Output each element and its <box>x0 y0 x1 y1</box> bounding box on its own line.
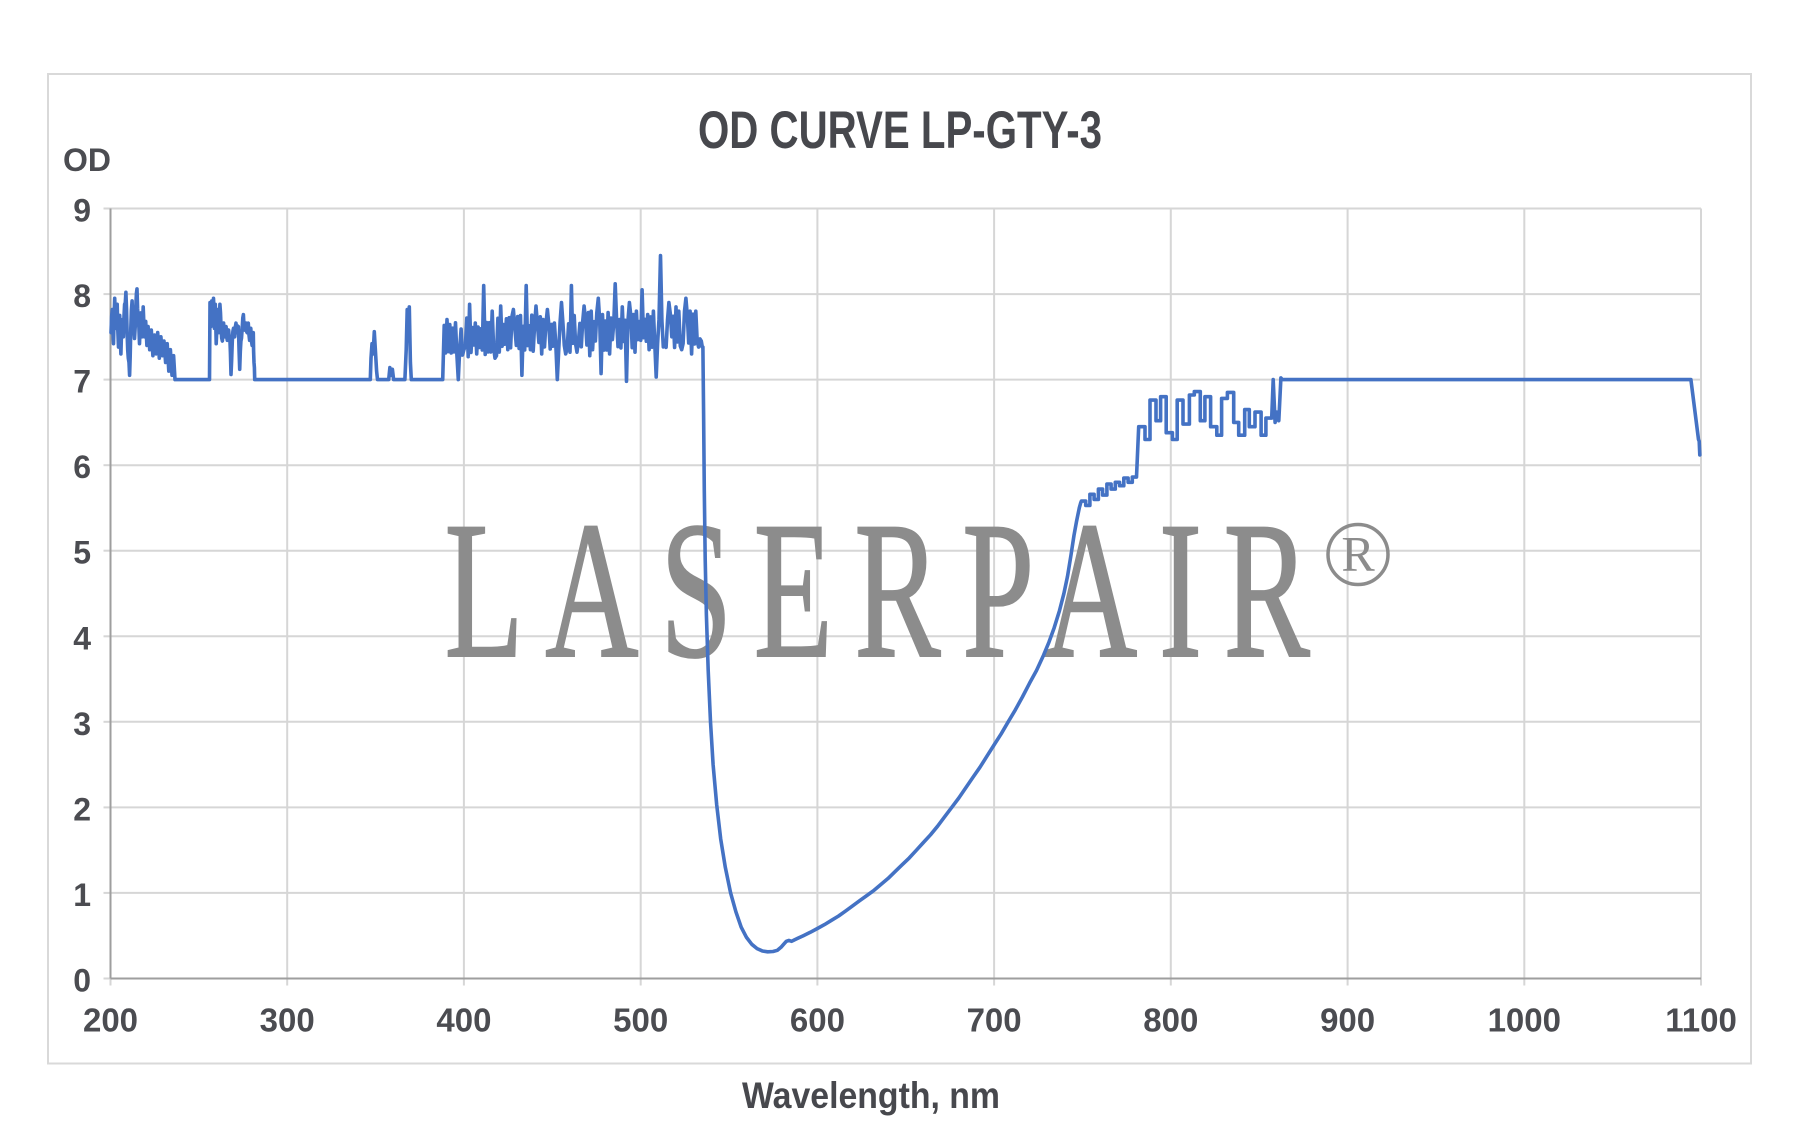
svg-text:OD: OD <box>63 142 111 178</box>
svg-text:200: 200 <box>83 1002 138 1039</box>
svg-text:R: R <box>1341 526 1375 582</box>
svg-text:4: 4 <box>73 620 91 656</box>
svg-text:0: 0 <box>73 963 91 999</box>
svg-text:Wavelength, nm: Wavelength, nm <box>742 1075 1000 1116</box>
svg-text:300: 300 <box>260 1002 315 1039</box>
svg-text:9: 9 <box>73 193 91 229</box>
svg-text:6: 6 <box>73 449 91 485</box>
svg-text:1: 1 <box>73 877 91 913</box>
svg-text:OD CURVE LP-GTY-3: OD CURVE LP-GTY-3 <box>698 101 1102 160</box>
svg-text:5: 5 <box>73 535 91 571</box>
svg-text:7: 7 <box>73 364 91 400</box>
svg-text:8: 8 <box>73 278 91 314</box>
svg-text:1000: 1000 <box>1488 1002 1561 1039</box>
svg-text:400: 400 <box>436 1002 491 1039</box>
svg-text:LASERPAIR: LASERPAIR <box>445 481 1310 698</box>
svg-text:2: 2 <box>73 791 91 827</box>
svg-text:600: 600 <box>790 1002 845 1039</box>
svg-text:500: 500 <box>613 1002 668 1039</box>
svg-text:900: 900 <box>1320 1002 1375 1039</box>
svg-text:800: 800 <box>1143 1002 1198 1039</box>
svg-text:1100: 1100 <box>1665 1002 1737 1039</box>
svg-text:3: 3 <box>73 706 91 742</box>
svg-text:700: 700 <box>967 1002 1022 1039</box>
